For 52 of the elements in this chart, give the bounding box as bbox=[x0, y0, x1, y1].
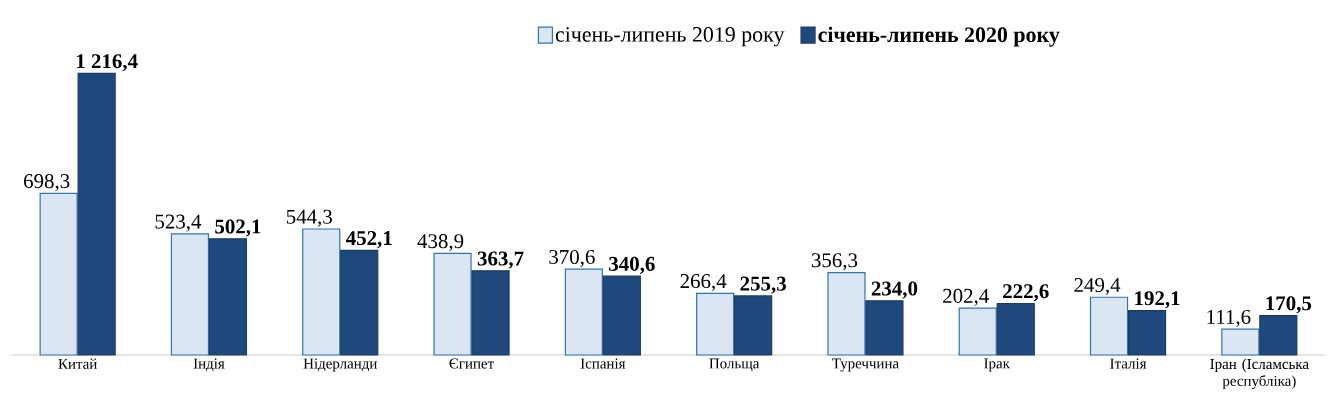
data-label: 340,6 bbox=[609, 256, 655, 274]
bar bbox=[471, 270, 510, 356]
data-label: 170,5 bbox=[1266, 296, 1312, 314]
data-label: 438,9 bbox=[417, 234, 464, 252]
data-label: 255,3 bbox=[740, 276, 786, 294]
bar bbox=[958, 307, 997, 356]
bar bbox=[1127, 309, 1167, 356]
data-label: 370,6 bbox=[549, 249, 595, 268]
x-tick-label: Іспанія bbox=[580, 358, 626, 369]
bar bbox=[564, 268, 603, 356]
x-tick-label: Іран (Ісламська республіка) bbox=[1210, 358, 1309, 390]
legend-label: січень-липень 2019 року bbox=[555, 27, 785, 47]
data-label: 523,4 bbox=[155, 214, 202, 232]
bar bbox=[827, 271, 866, 356]
bar bbox=[77, 72, 116, 356]
x-tick-label: Італія bbox=[1110, 358, 1147, 369]
x-tick-label: Єгипет bbox=[449, 358, 494, 369]
data-label: 249,4 bbox=[1074, 278, 1121, 296]
bar bbox=[433, 252, 472, 356]
data-label: 502,1 bbox=[215, 219, 261, 237]
data-label: 1 216,4 bbox=[76, 54, 138, 72]
data-label: 222,6 bbox=[1003, 284, 1049, 302]
data-label: 356,3 bbox=[811, 253, 858, 271]
bar bbox=[696, 292, 735, 356]
bar bbox=[1089, 296, 1129, 356]
data-label: 544,3 bbox=[286, 209, 332, 227]
x-tick-label: Нідерланди bbox=[303, 358, 377, 372]
data-label: 202,4 bbox=[943, 288, 989, 306]
bar bbox=[340, 249, 379, 356]
bar bbox=[734, 295, 773, 356]
data-label: 363,7 bbox=[477, 251, 524, 269]
data-label: 192,1 bbox=[1135, 291, 1180, 309]
data-label: 234,0 bbox=[871, 281, 918, 299]
bar bbox=[39, 192, 78, 356]
legend-label: січень-липень 2020 року bbox=[818, 26, 1060, 47]
data-label: 698,3 bbox=[24, 174, 70, 192]
x-tick-label: Польща bbox=[709, 358, 760, 372]
x-tick-label: Китай bbox=[58, 358, 97, 369]
x-tick-label: Ірак bbox=[984, 358, 1010, 372]
bar bbox=[302, 228, 341, 356]
bar bbox=[1221, 328, 1260, 356]
bar bbox=[1259, 314, 1298, 356]
data-label: 452,1 bbox=[345, 231, 392, 249]
bar bbox=[208, 238, 248, 356]
bar bbox=[602, 275, 641, 356]
bar bbox=[170, 233, 210, 356]
x-tick-label: Індія bbox=[193, 358, 225, 372]
x-tick-label: Туреччина bbox=[832, 358, 899, 372]
bar bbox=[865, 300, 904, 356]
bar bbox=[996, 302, 1035, 356]
data-label: 111,6 bbox=[1207, 309, 1251, 327]
data-label: 266,4 bbox=[680, 274, 727, 292]
